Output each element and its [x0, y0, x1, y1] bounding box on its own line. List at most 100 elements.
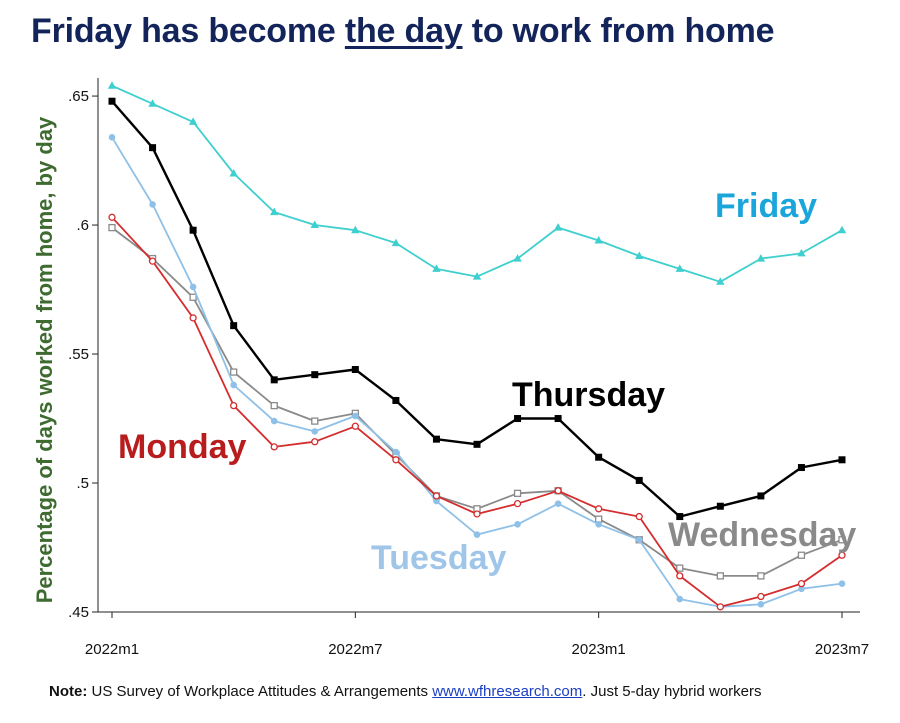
data-point-tuesday [230, 381, 237, 389]
data-point-tuesday [352, 412, 359, 420]
data-point-thursday [757, 492, 765, 500]
data-point-tuesday [838, 580, 846, 587]
data-point-tuesday [473, 531, 481, 538]
data-point-monday [554, 487, 562, 495]
y-axis-label: Percentage of days worked from home, by … [32, 116, 57, 603]
data-point-monday [716, 603, 724, 611]
data-point-thursday [716, 502, 724, 510]
y-tick-label: .55 [68, 346, 89, 363]
data-point-friday [432, 264, 441, 272]
data-point-monday [595, 505, 603, 513]
chart-title: Friday has become the day to work from h… [31, 12, 775, 51]
title-text-after: to work from home [462, 12, 775, 50]
series-line-friday [111, 84, 843, 283]
data-point-monday [189, 314, 197, 322]
x-tick-label: 2022m1 [85, 641, 139, 658]
data-point-monday [797, 579, 806, 588]
data-point-monday [676, 572, 684, 580]
data-point-thursday [554, 415, 562, 423]
data-point-monday [148, 257, 157, 265]
data-point-wednesday [757, 572, 765, 580]
x-tick-label: 2023m7 [815, 641, 869, 658]
note-text-end: . Just 5-day hybrid workers [582, 683, 762, 700]
data-point-friday [635, 251, 644, 259]
series-label-tuesday: Tuesday [371, 539, 507, 577]
y-tick-label: .45 [68, 604, 89, 621]
x-tick-label: 2023m1 [572, 641, 626, 658]
data-point-tuesday [798, 585, 805, 593]
data-point-wednesday [311, 417, 319, 425]
source-link[interactable]: www.wfhresearch.com [432, 683, 583, 700]
data-point-friday [351, 225, 360, 234]
data-point-wednesday [108, 223, 116, 232]
data-point-friday [148, 99, 157, 107]
series-label-monday: Monday [118, 428, 247, 466]
data-point-monday [473, 510, 481, 518]
data-point-thursday [797, 464, 805, 472]
title-emphasis: the day [344, 12, 463, 50]
data-point-friday [513, 254, 522, 262]
data-point-friday [553, 223, 563, 231]
data-point-friday [797, 248, 806, 257]
data-point-thursday [838, 456, 846, 464]
data-point-monday [635, 512, 643, 521]
data-point-tuesday [392, 448, 400, 456]
data-point-thursday [473, 440, 481, 448]
data-point-friday [310, 220, 319, 229]
note-text: US Survey of Workplace Attitudes & Arran… [87, 683, 433, 700]
data-point-friday [270, 207, 279, 216]
data-point-tuesday [554, 500, 562, 507]
series-label-wednesday: Wednesday [668, 516, 856, 554]
data-point-wednesday [189, 293, 197, 301]
data-point-friday [594, 236, 603, 244]
data-point-tuesday [595, 520, 602, 528]
data-point-tuesday [270, 417, 278, 425]
data-point-thursday [311, 371, 319, 379]
data-point-tuesday [311, 428, 319, 435]
data-point-thursday [108, 97, 116, 105]
data-point-friday [107, 81, 117, 89]
y-tick-label: .6 [76, 217, 89, 234]
data-point-wednesday [716, 572, 724, 580]
series-label-friday: Friday [715, 187, 817, 225]
title-text-before: Friday has become [31, 12, 345, 50]
data-point-friday [756, 254, 766, 262]
data-point-friday [472, 272, 482, 280]
note-label: Note: [49, 683, 88, 700]
data-point-monday [757, 592, 765, 601]
data-point-friday [675, 264, 684, 272]
data-point-wednesday [513, 489, 522, 497]
data-point-monday [432, 492, 441, 500]
data-point-wednesday [270, 401, 278, 410]
data-point-thursday [595, 453, 603, 461]
y-tick-label: .5 [76, 475, 89, 492]
data-point-thursday [432, 435, 440, 443]
data-point-thursday [149, 144, 157, 152]
data-point-tuesday [514, 520, 521, 528]
data-point-thursday [351, 366, 359, 374]
data-point-friday [391, 238, 401, 247]
data-point-thursday [676, 513, 684, 521]
data-point-monday [230, 401, 238, 410]
data-point-thursday [270, 376, 278, 384]
data-point-monday [311, 438, 319, 446]
footnote: Note: US Survey of Workplace Attitudes &… [49, 683, 762, 700]
data-point-wednesday [797, 551, 806, 559]
data-point-monday [392, 456, 400, 464]
data-point-thursday [635, 476, 643, 484]
data-point-tuesday [149, 201, 156, 208]
data-point-tuesday [433, 497, 440, 505]
series-label-thursday: Thursday [512, 376, 665, 414]
data-point-thursday [514, 415, 522, 423]
data-point-wednesday [838, 536, 846, 544]
x-tick-label: 2022m7 [328, 641, 382, 658]
data-point-monday [108, 213, 116, 221]
data-point-thursday [392, 396, 400, 404]
data-point-monday [513, 500, 522, 508]
data-point-friday [229, 168, 238, 177]
data-point-tuesday [676, 595, 684, 603]
data-point-tuesday [189, 283, 197, 291]
data-point-wednesday [230, 368, 238, 376]
data-point-monday [838, 551, 846, 559]
data-point-wednesday [676, 564, 684, 572]
